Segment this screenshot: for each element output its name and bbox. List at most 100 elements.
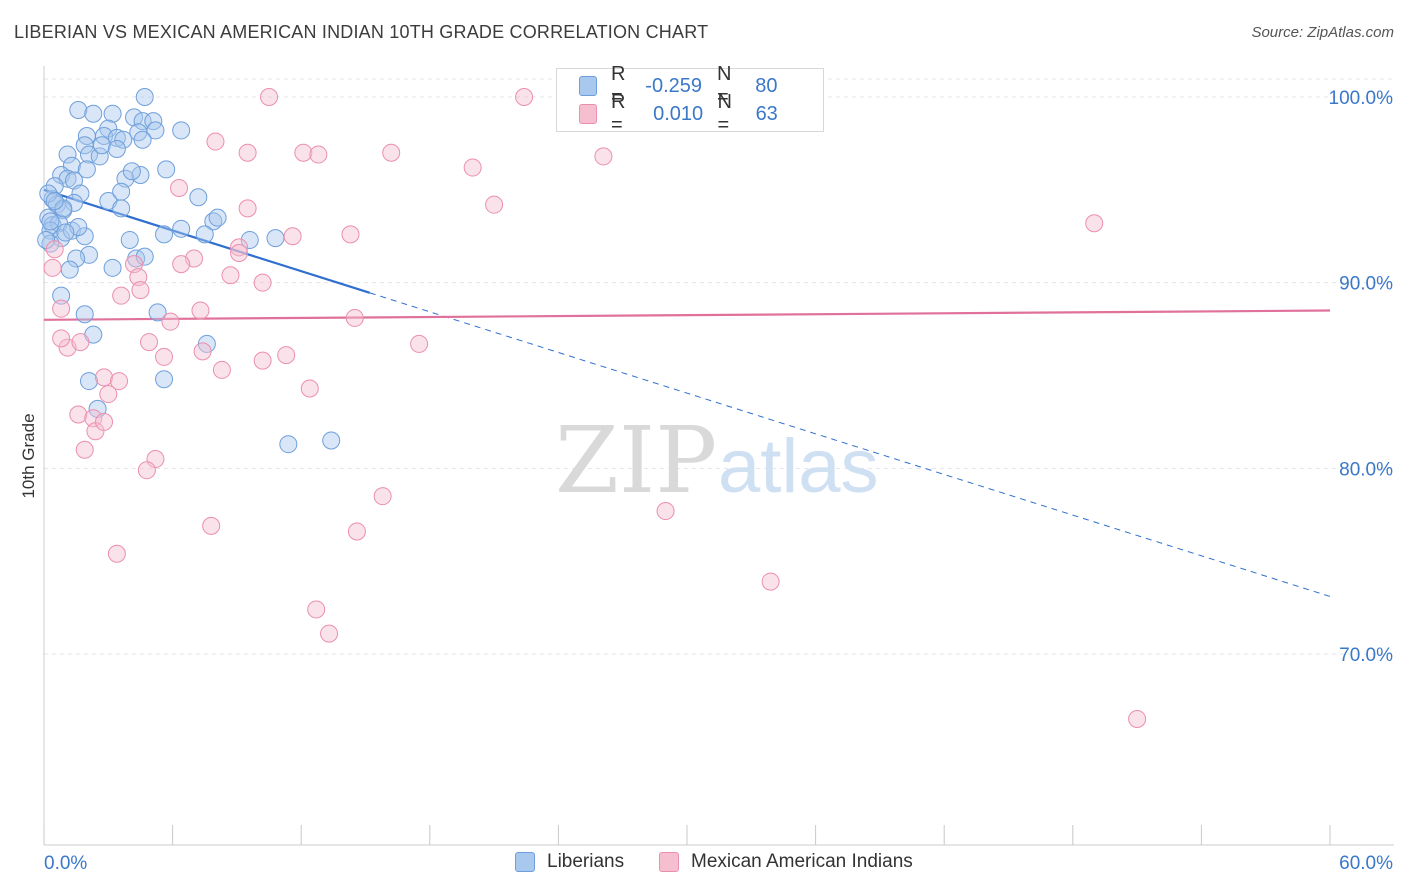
mexican-point — [170, 178, 189, 197]
mexican-point — [230, 243, 249, 262]
mexican-point — [206, 132, 225, 151]
mexican-point — [283, 227, 302, 246]
liberian-point — [71, 184, 90, 203]
legend-r-value: 0.010 — [653, 102, 704, 125]
mexican-point — [110, 372, 129, 391]
mexican-point — [230, 238, 249, 257]
liberian-point — [112, 182, 131, 201]
liberian-point — [39, 184, 58, 203]
liberian-point — [88, 399, 107, 418]
liberian-point — [41, 221, 60, 240]
legend-swatch-liberians — [579, 76, 598, 96]
mexican-point — [238, 199, 257, 218]
trend-layer — [43, 188, 1331, 597]
grid-layer — [44, 78, 1394, 655]
liberian-point — [155, 225, 174, 244]
y-tick-label: 90.0% — [1339, 274, 1393, 295]
liberian-point — [107, 139, 126, 158]
mexican-point — [345, 308, 364, 327]
liberian-point — [172, 219, 191, 238]
liberian-point — [135, 247, 154, 266]
mexican-point — [107, 544, 126, 563]
mexican-point — [277, 346, 296, 365]
mexican-point — [1085, 214, 1104, 233]
mexican-point — [140, 333, 159, 352]
liberian-point — [208, 208, 227, 227]
watermark: ZIP atlas — [555, 407, 879, 514]
mexican-point — [131, 281, 150, 300]
mexican-point — [43, 258, 62, 277]
mexican-point — [95, 412, 114, 431]
label-layer: 70.0% 80.0% 90.0% 100.0% 0.0% 60.0% 10th Grade — [19, 88, 1393, 874]
liberian-point — [75, 227, 94, 246]
mexican-point — [253, 273, 272, 292]
stats-legend: R = -0.259 N = 80 R = 0.010 N = 63 — [556, 63, 824, 136]
mexican-point — [137, 461, 156, 480]
liberian-point — [67, 249, 86, 268]
mexican-point — [52, 329, 71, 348]
mexican-point — [172, 255, 191, 274]
chart-title: LIBERIAN VS MEXICAN AMERICAN INDIAN 10TH… — [14, 22, 709, 42]
mexican-point — [307, 600, 326, 619]
liberian-point — [58, 145, 77, 164]
mexican-point — [95, 368, 114, 387]
liberian-point — [52, 286, 71, 305]
series-legend: Liberians Mexican American Indians — [0, 851, 1406, 877]
liberian-point — [133, 130, 152, 149]
y-tick-label: 100.0% — [1329, 88, 1394, 109]
liberian-trend-line — [43, 188, 371, 294]
legend-n-value: 80 — [755, 74, 778, 97]
liberian-point — [155, 370, 174, 389]
liberian-point — [195, 225, 214, 244]
liberian-point — [45, 191, 64, 210]
mexican-trend-line — [43, 309, 1331, 321]
liberian-point — [65, 193, 84, 212]
legend-n-value: 63 — [755, 102, 778, 125]
mexican-point — [221, 266, 240, 285]
mexican-point — [485, 195, 504, 214]
mexican-point — [202, 516, 221, 535]
mexican-point — [1128, 709, 1147, 728]
x-tick-label: 0.0% — [44, 853, 87, 874]
mexican-point — [382, 143, 401, 162]
liberian-point — [131, 165, 150, 184]
liberian-point — [103, 104, 122, 123]
liberian-point — [90, 147, 109, 166]
liberian-point — [69, 100, 88, 119]
series-legend-liberians[interactable]: Liberians — [515, 851, 624, 873]
mexican-point — [341, 225, 360, 244]
mexican-point — [212, 360, 231, 379]
liberian-point — [75, 305, 94, 324]
liberian-point — [135, 88, 154, 106]
legend-swatch-mexican — [579, 104, 597, 124]
liberian-point — [56, 223, 75, 242]
liberian-point — [266, 229, 285, 248]
mexican-point — [161, 312, 180, 331]
mexican-point — [594, 147, 613, 166]
legend-row-mexican: R = 0.010 N = 63 — [579, 91, 823, 136]
liberian-point — [103, 258, 122, 277]
x-tick-label: 60.0% — [1339, 853, 1393, 874]
series-legend-mexican[interactable]: Mexican American Indians — [659, 851, 913, 873]
liberian-point — [114, 130, 133, 149]
mexican-point — [300, 379, 319, 398]
liberian-point — [120, 230, 139, 249]
liberian-point — [172, 121, 191, 140]
legend-row-liberians: R = -0.259 N = 80 — [579, 63, 823, 108]
legend-n-label: N = — [717, 63, 732, 108]
liberian-point — [92, 136, 111, 155]
mexican-point — [69, 405, 88, 424]
legend-r-value: -0.259 — [645, 74, 702, 97]
liberian-point — [84, 104, 103, 123]
mexican-point — [238, 143, 257, 162]
mexican-point — [99, 385, 118, 404]
liberian-point — [112, 199, 131, 218]
mexican-point — [52, 299, 71, 318]
mexican-point — [112, 286, 131, 305]
mexican-point — [193, 342, 212, 361]
mexican-point — [155, 347, 174, 366]
mexican-point — [75, 440, 94, 459]
liberian-point — [279, 435, 298, 454]
mexican-point — [463, 158, 482, 177]
watermark-atlas: atlas — [718, 424, 879, 509]
